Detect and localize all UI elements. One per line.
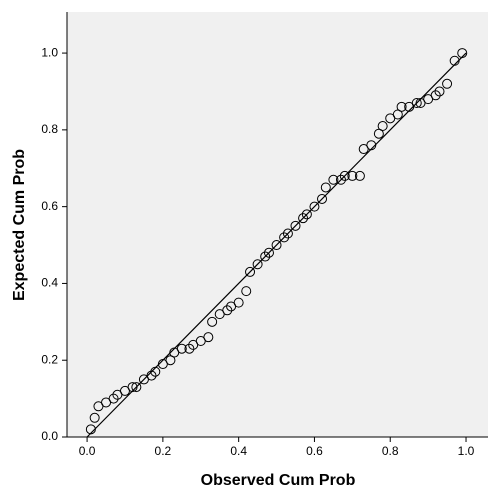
y-tick-label: 0.0	[41, 429, 58, 443]
y-tick-label: 1.0	[41, 45, 58, 59]
y-tick-label: 0.4	[41, 276, 58, 290]
x-tick-label: 1.0	[458, 444, 475, 458]
y-tick-label: 0.6	[41, 199, 58, 213]
y-tick-label: 0.2	[41, 352, 58, 366]
x-tick-label: 0.4	[230, 444, 247, 458]
y-tick-label: 0.8	[41, 122, 58, 136]
chart: Observed Cum Prob Expected Cum Prob 0.0 0…	[0, 0, 488, 491]
x-tick-label: 0.8	[382, 444, 399, 458]
x-tick-label: 0.0	[79, 444, 96, 458]
x-tick-label: 0.6	[306, 444, 323, 458]
x-axis-title: Observed Cum Prob	[201, 472, 356, 489]
y-axis-title: Expected Cum Prob	[11, 149, 28, 301]
plot-area	[67, 12, 488, 437]
x-tick-label: 0.2	[155, 444, 172, 458]
